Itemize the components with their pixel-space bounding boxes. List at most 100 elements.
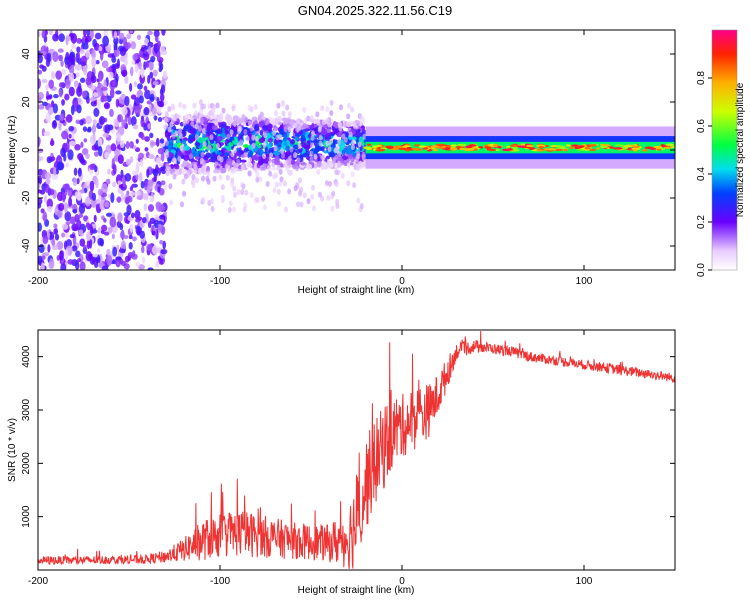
spectrogram-cell (59, 250, 64, 261)
spectrogram-cell (163, 210, 167, 216)
spectrogram-cell (458, 144, 467, 147)
spectrogram-cell (53, 166, 57, 176)
spectrogram-cell (68, 196, 73, 207)
spectrogram-cell (128, 242, 133, 250)
spectrogram-cell (58, 33, 65, 43)
spectrogram-cell (232, 120, 238, 126)
spectrogram-cell (283, 180, 288, 187)
spectrogram-cell (98, 73, 103, 82)
spectrogram-cell (68, 86, 75, 97)
spectrogram-cell (131, 183, 138, 188)
spectrogram-cell (45, 178, 51, 185)
spectrogram-cell (70, 104, 75, 116)
spectrogram-cell (38, 243, 45, 254)
spectrogram-cell (334, 181, 339, 188)
spectrogram-cell (82, 126, 88, 132)
spectrogram-cell (240, 189, 245, 196)
spectrogram-cell (196, 117, 201, 124)
spectrogram-cell (159, 45, 166, 56)
spectrogram-cell (277, 141, 282, 146)
spectrogram-cell (75, 250, 81, 258)
spectrogram-cell (89, 224, 94, 236)
spectrogram-cell (226, 133, 231, 140)
spectrogram-cell (105, 178, 111, 185)
spectrogram-cell (95, 198, 100, 205)
spectrogram-cell (201, 196, 206, 203)
spectrogram-cell (75, 119, 81, 125)
spectrogram-cell (118, 32, 125, 40)
spectrogram-cell (64, 249, 69, 261)
spectrogram-cell (289, 146, 294, 153)
spectrogram-cell (110, 192, 115, 204)
spectrogram-cell (179, 201, 184, 208)
spectrogram-cell (64, 211, 72, 222)
spectrogram-cell (296, 117, 301, 124)
spectrogram-cell (86, 239, 91, 250)
spectrogram-cell (215, 142, 220, 149)
spectrogram-cell (124, 114, 128, 123)
spectrogram-cell (48, 79, 55, 89)
spectrogram-cell (217, 115, 223, 123)
spectrogram-cell (72, 177, 78, 186)
spectrogram-cell (140, 118, 145, 128)
spectrogram-cell (563, 148, 568, 152)
spectrogram-cell (328, 163, 334, 167)
spectrogram-cell (147, 30, 153, 36)
spectrogram-cell (202, 140, 207, 147)
spectrogram-cell (306, 140, 310, 144)
spectrogram-cell (265, 118, 270, 125)
spectrogram-cell (42, 211, 48, 222)
spectrogram-cell (83, 30, 87, 38)
spectrogram-cell (124, 75, 129, 85)
spectrogram-cell (121, 107, 128, 116)
spectrogram-cell (227, 168, 231, 172)
spectrogram-cell (48, 30, 53, 36)
spectrogram-cell (147, 179, 154, 187)
spectrogram-cell (113, 36, 119, 45)
spectrogram-cell (157, 223, 163, 233)
spectrogram-cell (226, 145, 232, 152)
spectrogram-cell (262, 164, 267, 171)
snr-frame (37, 329, 676, 571)
spectrogram-cell (665, 143, 674, 146)
spectrogram-cell (163, 183, 168, 190)
spectrogram-cell (306, 198, 311, 205)
spectrogram-cell (78, 203, 86, 214)
spectrogram-cell (283, 133, 288, 140)
spectrogram-cell (68, 125, 75, 132)
spectrogram-cell (488, 148, 497, 152)
spectrogram-cell (79, 238, 86, 247)
spectrogram-cell (574, 146, 580, 150)
spectrogram-cell (61, 130, 69, 140)
spectrogram-cell (278, 121, 283, 126)
spectrogram-cell (337, 121, 342, 128)
spectrogram-cell (130, 212, 135, 219)
spectrogram-cell (135, 161, 141, 168)
spectrogram-cell (579, 145, 585, 148)
spectrogram-cell (189, 153, 194, 160)
spectrogram-cell (191, 182, 196, 189)
spectrogram-cell (120, 169, 124, 178)
spectrogram-cell (85, 49, 91, 58)
spectrogram-cell (175, 114, 182, 119)
spectrogram-cell (152, 168, 159, 177)
spectrogram-cell (164, 152, 169, 159)
spectrogram-cell (302, 192, 307, 199)
spectrogram-cell (82, 64, 88, 76)
spectrogram-cell (406, 146, 412, 150)
spectrogram-cell (107, 168, 111, 175)
spectrogram-cell (351, 139, 356, 146)
spectrogram-cell (200, 151, 205, 158)
spectrogram-cell (198, 99, 203, 106)
spectrogram-cell (385, 146, 394, 149)
spectrogram-cell (299, 201, 304, 208)
spectrogram-cell (287, 116, 292, 123)
spectrogram-cell (65, 141, 70, 153)
spectrogram-cell (526, 144, 534, 148)
spectrogram-cell (67, 259, 75, 265)
spectrogram-cell (43, 131, 51, 137)
spectrogram-cell (163, 124, 168, 131)
spectrogram-cell (352, 182, 357, 189)
spectrogram-cell (188, 134, 193, 140)
spectrogram-cell (326, 128, 331, 134)
